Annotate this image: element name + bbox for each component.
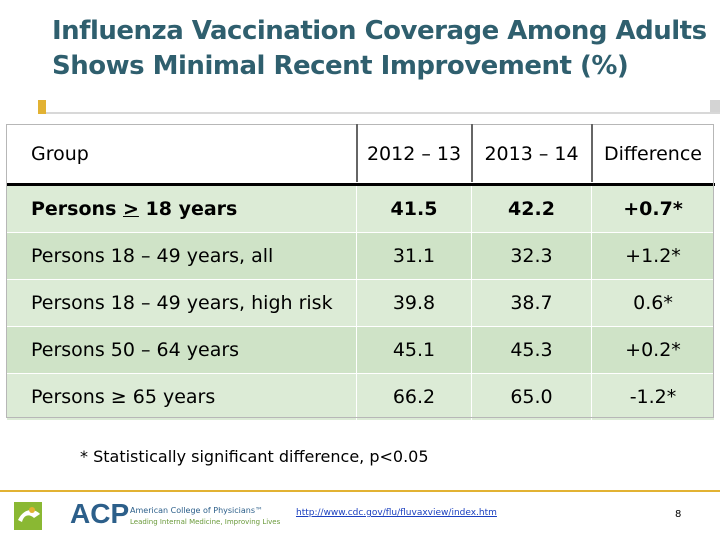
logo-wordmark: ACP [70, 498, 130, 529]
row-group-suffix: 18 years [138, 198, 238, 220]
header-difference: Difference [591, 124, 715, 186]
title-divider [46, 112, 720, 114]
row-difference: +1.2* [591, 232, 715, 280]
row-group-label: Persons ≥ 65 years [6, 373, 357, 421]
source-link[interactable]: http://www.cdc.gov/flu/fluvaxview/index.… [296, 508, 497, 518]
table-row: Persons 50 – 64 years 45.1 45.3 +0.2* [6, 326, 715, 374]
footnote: * Statistically significant difference, … [80, 447, 429, 466]
row-difference: 0.6* [591, 279, 715, 327]
footer-rule [0, 490, 720, 492]
title-line-2: Shows Minimal Recent Improvement (%) [52, 51, 629, 81]
row-value-2013-14: 65.0 [471, 373, 592, 421]
row-difference: +0.2* [591, 326, 715, 374]
table-header-row: Group 2012 – 13 2013 – 14 Difference [6, 124, 715, 186]
row-difference: +0.7* [591, 184, 715, 233]
row-group-label: Persons > 18 years [6, 184, 357, 233]
logo-tagline: Leading Internal Medicine, Improving Liv… [130, 518, 281, 526]
row-value-2012-13: 39.8 [356, 279, 472, 327]
header-2012-13: 2012 – 13 [356, 124, 472, 186]
header-2013-14: 2013 – 14 [471, 124, 592, 186]
row-value-2012-13: 66.2 [356, 373, 472, 421]
row-value-2013-14: 32.3 [471, 232, 592, 280]
coverage-table: Group 2012 – 13 2013 – 14 Difference Per… [6, 124, 715, 421]
title-line-1: Influenza Vaccination Coverage Among Adu… [52, 16, 707, 46]
row-value-2012-13: 41.5 [356, 184, 472, 233]
corner-accent [710, 100, 720, 112]
row-value-2013-14: 38.7 [471, 279, 592, 327]
slide-title: Influenza Vaccination Coverage Among Adu… [52, 14, 707, 84]
table-row: Persons > 18 years 41.5 42.2 +0.7* [6, 184, 715, 233]
acp-emblem-icon [14, 502, 42, 530]
row-group-label: Persons 50 – 64 years [6, 326, 357, 374]
table-row: Persons 18 – 49 years, high risk 39.8 38… [6, 279, 715, 327]
header-separator [356, 124, 358, 182]
accent-square [38, 100, 46, 114]
acp-logo: ACP American College of Physicians™ Lead… [12, 498, 280, 534]
table-row: Persons 18 – 49 years, all 31.1 32.3 +1.… [6, 232, 715, 280]
row-group-label: Persons 18 – 49 years, high risk [6, 279, 357, 327]
header-separator [591, 124, 593, 182]
row-group-prefix: Persons [31, 198, 123, 220]
table-row: Persons ≥ 65 years 66.2 65.0 -1.2* [6, 373, 715, 421]
row-value-2013-14: 45.3 [471, 326, 592, 374]
row-value-2013-14: 42.2 [471, 184, 592, 233]
logo-org-name: American College of Physicians™ [130, 506, 264, 515]
row-value-2012-13: 31.1 [356, 232, 472, 280]
page-number: 8 [675, 509, 682, 520]
row-value-2012-13: 45.1 [356, 326, 472, 374]
header-separator [471, 124, 473, 182]
row-group-label: Persons 18 – 49 years, all [6, 232, 357, 280]
header-group: Group [6, 124, 357, 186]
row-group-operator: > [123, 198, 139, 220]
row-difference: -1.2* [591, 373, 715, 421]
